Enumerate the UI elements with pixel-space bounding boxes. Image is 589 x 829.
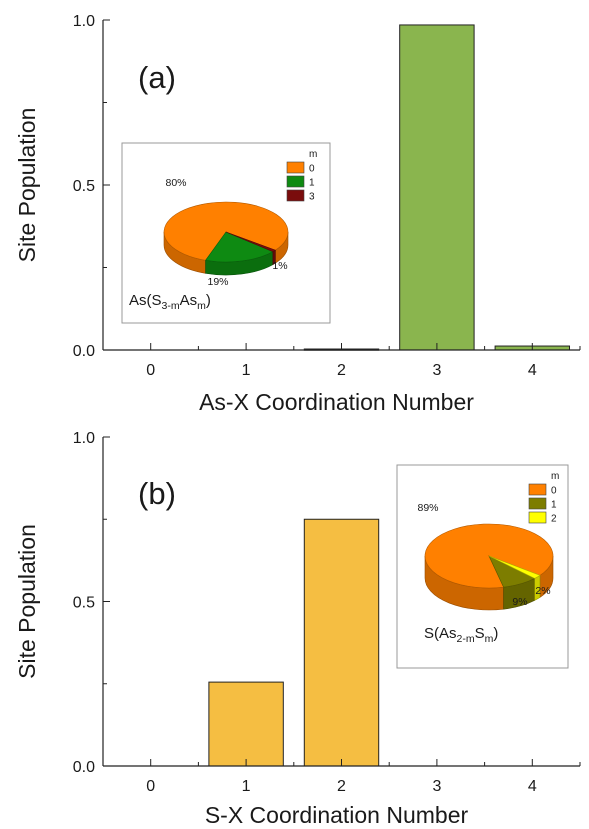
x-tick-label: 3: [432, 362, 441, 379]
x-tick-label: 3: [432, 778, 441, 795]
composition-label: As(S3-mAsm): [129, 292, 211, 312]
legend-title: m: [551, 471, 559, 482]
chart-panel-1: 0.0 0.5 1.0 0 1 2 3 4 Site Population As-X Coordi…: [14, 13, 581, 415]
pie-slice: [488, 555, 541, 579]
legend-title: m: [309, 149, 317, 160]
pie-percent-label: 2%: [535, 585, 550, 597]
legend-swatch: [286, 175, 305, 188]
legend-label: 3: [309, 192, 315, 203]
y-tick-label: 0.5: [73, 178, 95, 195]
pie-percent-label: 89%: [417, 502, 438, 514]
x-tick-label: 0: [146, 362, 155, 379]
x-axis-label: S-X Coordination Number: [205, 802, 469, 828]
pie-percent-label: 80%: [165, 177, 186, 189]
x-tick-label: 2: [337, 778, 346, 795]
y-axis-label: Site Population: [14, 108, 40, 263]
pie-percent-label: 19%: [207, 276, 228, 288]
legend-swatch: [528, 497, 547, 510]
panel-label: (b): [138, 476, 176, 511]
legend-label: 1: [309, 178, 315, 189]
pie-slice: [205, 231, 274, 263]
legend-label: 1: [551, 500, 557, 511]
bar: [399, 24, 475, 351]
bar: [303, 518, 380, 767]
pie-legend: m 0 1 2: [528, 471, 559, 525]
pie-slice: [424, 523, 554, 589]
y-tick-label: 0.5: [73, 595, 95, 612]
y-tick-label: 0.0: [73, 759, 95, 776]
legend-swatch: [528, 483, 547, 496]
legend-swatch: [286, 161, 305, 174]
x-tick-label: 1: [242, 362, 251, 379]
y-tick-label: 0.0: [73, 343, 95, 360]
legend-label: 0: [551, 486, 557, 497]
x-tick-label: 1: [242, 778, 251, 795]
inset-pie-chart: 80% 19% 1% m 0 1 3 As(S3-mAsm): [121, 142, 331, 324]
legend-label: 2: [551, 514, 557, 525]
panel-label: (a): [138, 60, 176, 95]
pie-slice: [225, 231, 277, 252]
inset-pie-chart: 89% 9% 2% m 0 1 2 S(As2-mSm): [396, 464, 569, 669]
y-tick-label: 1.0: [73, 430, 95, 447]
x-axis-label: As-X Coordination Number: [199, 389, 474, 415]
composition-label: S(As2-mSm): [424, 625, 498, 645]
pie-percent-label: 1%: [272, 260, 287, 272]
y-tick-label: 1.0: [73, 13, 95, 30]
pie-slice: [163, 201, 289, 261]
pie-legend: m 0 1 3: [286, 149, 317, 203]
pie-percent-label: 9%: [512, 596, 527, 608]
x-tick-label: 0: [146, 778, 155, 795]
legend-label: 0: [309, 164, 315, 175]
bar: [208, 681, 284, 767]
x-tick-label: 2: [337, 362, 346, 379]
legend-swatch: [528, 511, 547, 524]
x-tick-label: 4: [528, 362, 537, 379]
legend-swatch: [286, 189, 305, 202]
chart-panel-2: 0.0 0.5 1.0 0 1 2 3 4 Site Population S-X Coordin…: [14, 430, 581, 828]
y-axis-label: Site Population: [14, 524, 40, 679]
x-tick-label: 4: [528, 778, 537, 795]
